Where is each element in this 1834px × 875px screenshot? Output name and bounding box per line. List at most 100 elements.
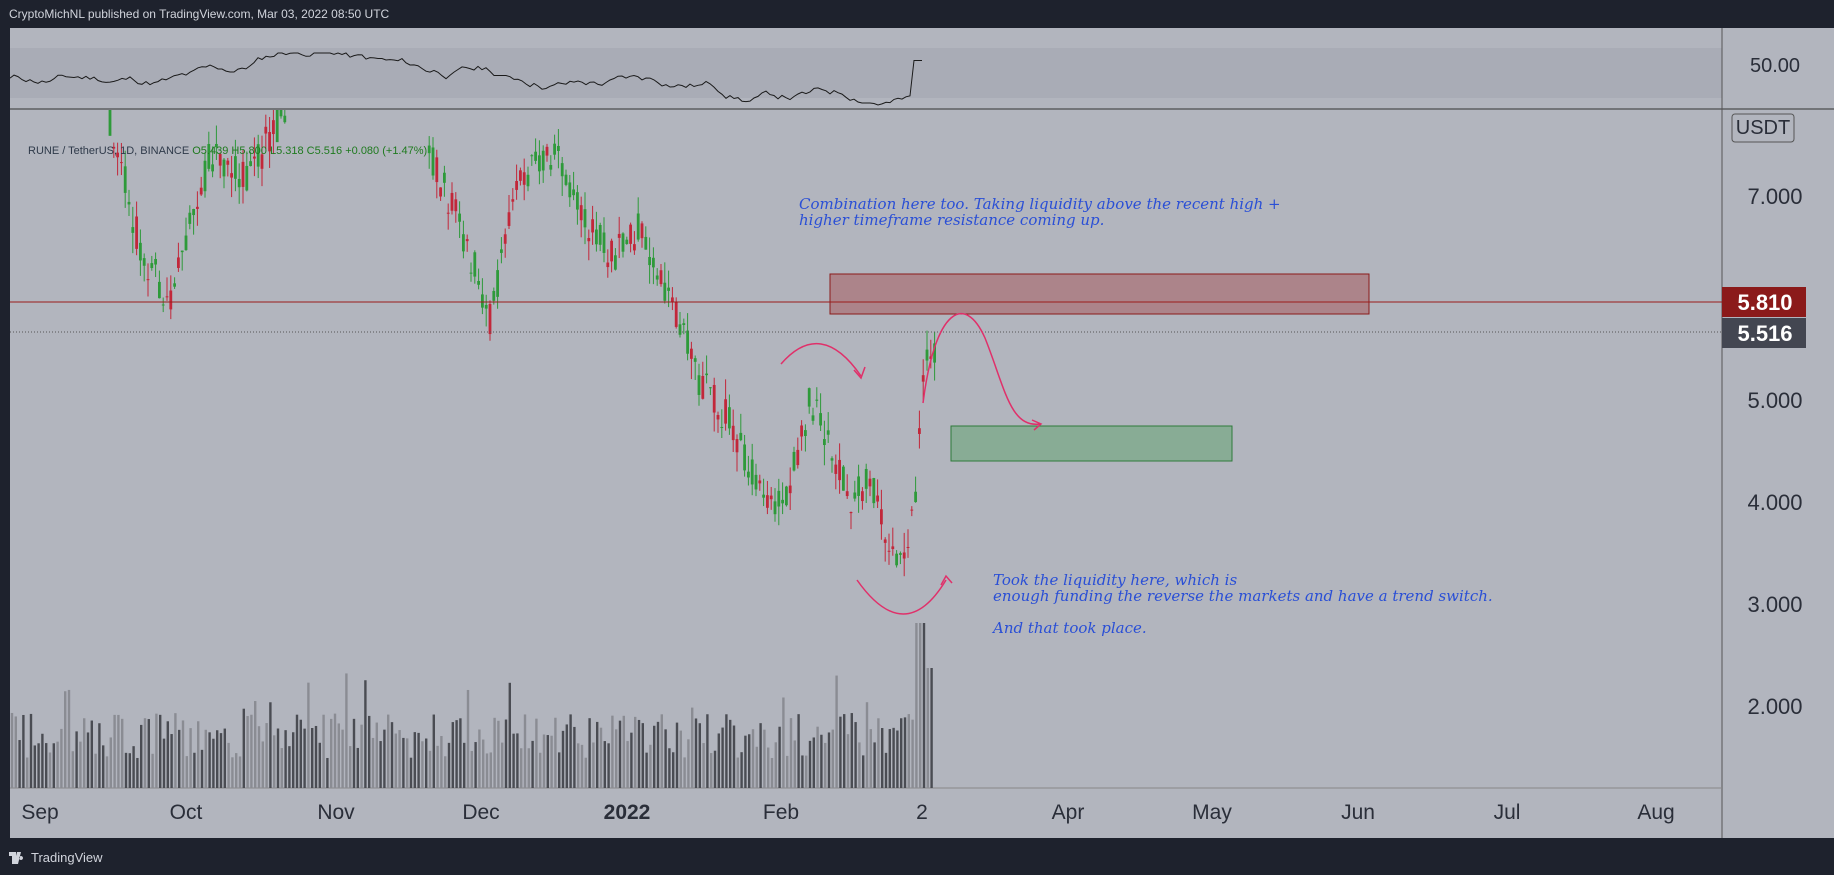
volume-bar-88 [345, 673, 348, 788]
volume-bar-112 [436, 745, 439, 788]
candle-body-141 [785, 486, 788, 506]
volume-bar-125 [485, 753, 489, 788]
candle-body-23 [196, 206, 199, 209]
candle-body-73 [526, 174, 530, 187]
volume-bar-227 [873, 742, 876, 788]
candle-body-100 [629, 224, 632, 244]
candle-body-131 [747, 471, 750, 478]
volume-bar-98 [383, 729, 386, 788]
candle-body-17 [173, 283, 176, 287]
arrow-annotations [780, 312, 1043, 615]
tradingview-logo[interactable]: TradingView [9, 850, 103, 865]
volume-bar-81 [318, 742, 321, 788]
candle-body-99 [625, 239, 629, 245]
candle-body-166 [880, 509, 883, 525]
volume-bar-66 [261, 741, 264, 788]
volume-bar-235 [903, 717, 907, 788]
candle-body-160 [857, 476, 860, 496]
volume-bar-222 [854, 722, 857, 788]
volume-bar-22 [94, 753, 97, 788]
volume-bar-153 [592, 742, 595, 788]
volume-bar-6 [33, 745, 36, 788]
candle-body-165 [876, 495, 879, 502]
volume-bar-83 [326, 757, 329, 788]
arrow-head-right [1031, 419, 1043, 431]
candle-body-10 [146, 279, 150, 281]
volume-bar-139 [539, 752, 542, 788]
candle-body-7 [135, 216, 138, 249]
footer-bar: TradingView [0, 842, 1834, 875]
volume-bar-186 [717, 733, 720, 788]
candle-body-140 [781, 499, 784, 504]
candle-body-6 [131, 227, 135, 233]
volume-bar-141 [546, 735, 549, 788]
candle-body-39 [256, 144, 260, 167]
candle-body-132 [750, 459, 754, 485]
volume-bar-223 [858, 742, 861, 788]
candle-body-104 [644, 236, 648, 250]
volume-bar-189 [729, 719, 732, 788]
volume-bar-160 [618, 720, 622, 788]
volume-bar-134 [520, 748, 523, 788]
volume-bar-71 [280, 748, 283, 788]
candle-body-155 [838, 459, 841, 481]
candle-body-123 [716, 414, 720, 420]
candle-body-126 [728, 407, 731, 429]
time-tick-label-6: 2 [916, 801, 928, 824]
volume-bar-157 [607, 743, 610, 788]
volume-bar-145 [561, 730, 565, 788]
volume-bar-122 [474, 742, 477, 788]
last-price-label: 5.516 [1737, 321, 1792, 346]
volume-bar-0 [10, 712, 14, 788]
volume-bar-103 [402, 737, 405, 788]
volume-bar-148 [573, 726, 576, 788]
volume-bar-224 [862, 755, 865, 788]
volume-bar-67 [265, 723, 268, 788]
volume-bar-233 [896, 730, 899, 788]
volume-bar-172 [664, 729, 667, 788]
volume-bar-58 [231, 757, 234, 788]
volume-bar-32 [132, 746, 135, 788]
volume-bar-219 [843, 714, 846, 788]
volume-bar-162 [626, 741, 629, 788]
candle-body-88 [583, 209, 587, 228]
candle-body-72 [522, 172, 526, 185]
candle-body-139 [777, 490, 781, 507]
candle-body-161 [861, 491, 864, 502]
note-resistance: Combination here too. Taking liquidity a… [799, 195, 1281, 229]
volume-bar-45 [181, 720, 185, 788]
time-axis-labels: Sep Oct Nov Dec 2022 Feb 2 Apr May Jun Jul Aug [21, 801, 1674, 824]
volume-bar-59 [235, 753, 238, 788]
candle-body-164 [872, 478, 876, 504]
candle-body-93 [602, 232, 606, 253]
candle-body-40 [260, 154, 264, 169]
volume-bar-225 [865, 702, 869, 788]
currency-label-box [1731, 113, 1795, 143]
candle-body-163 [868, 478, 872, 487]
volume-bar-117 [455, 720, 458, 788]
time-tick-label-8: May [1192, 801, 1232, 824]
target-zone [950, 425, 1233, 462]
candle-body-45 [279, 110, 283, 117]
volume-bar-40 [162, 738, 166, 788]
volume-bar-78 [307, 682, 310, 788]
volume-bar-200 [770, 757, 774, 788]
candle-body-82 [560, 163, 564, 177]
volume-bar-201 [774, 742, 777, 788]
volume-bar-12 [56, 741, 59, 788]
volume-bar-39 [159, 714, 162, 788]
volume-bar-46 [185, 756, 188, 788]
volume-bar-151 [584, 757, 587, 788]
time-tick-label-1: Oct [170, 801, 203, 824]
candle-body-168 [887, 550, 891, 552]
volume-bar-95 [371, 737, 375, 788]
volume-bar-27 [113, 714, 116, 788]
volume-bar-147 [569, 714, 572, 788]
volume-bar-110 [428, 750, 432, 788]
volume-bar-167 [645, 752, 648, 788]
candle-body-159 [853, 492, 857, 499]
volume-bar-29 [121, 718, 124, 788]
volume-bar-38 [155, 713, 158, 788]
